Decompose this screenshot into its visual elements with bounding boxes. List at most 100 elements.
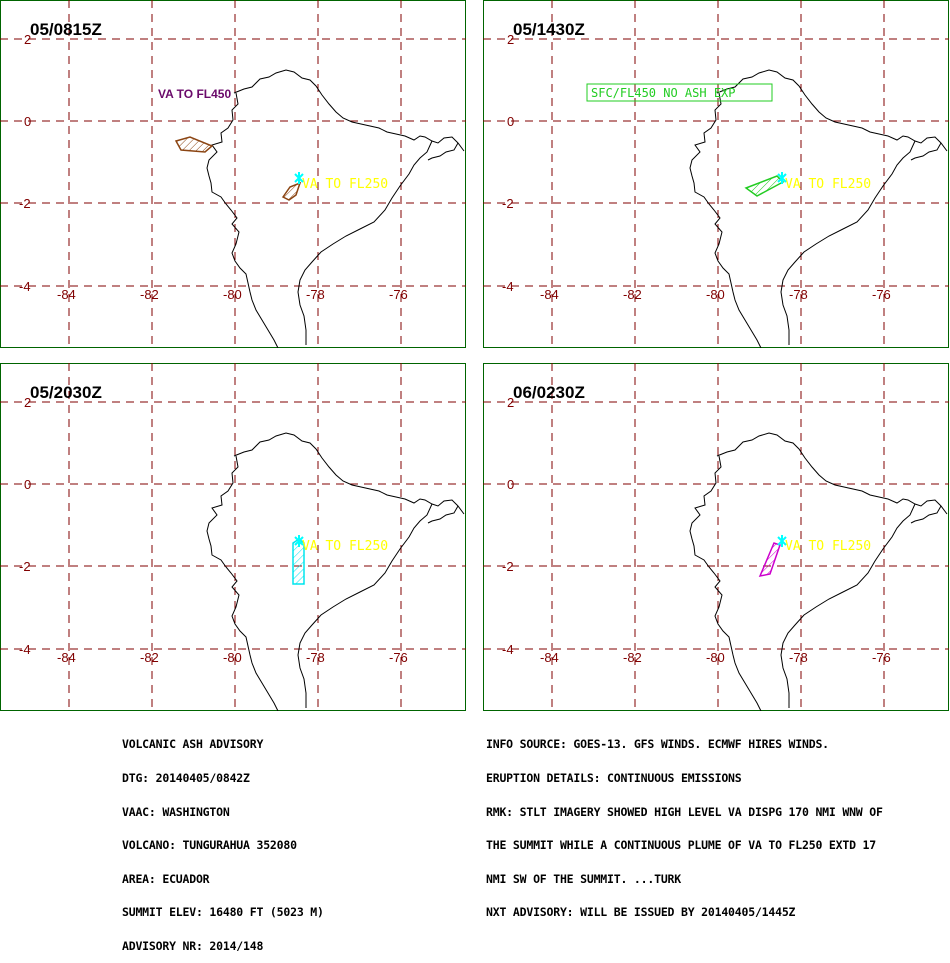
ash-plume-area [758,542,781,578]
map-panel-1430z: -84 -82 -80 -78 -76 2 0 -2 -4 05/1430Z SFC/FL450 N… [483,0,949,348]
latitude-label: 2 [24,32,31,47]
map-panel-0815z: -84 -82 -80 -78 -76 2 0 -2 -4 05/0815Z VA TO FL450… [0,0,466,348]
latitude-label: -2 [19,559,31,574]
remark-line: NXT ADVISORY: WILL BE ISSUED BY 20140405… [486,905,796,920]
high-level-ash-area [174,136,214,153]
map-frame [0,363,466,711]
forecast-time-label: 06/0230Z [513,383,585,402]
country-border-east [910,142,942,161]
advisory-remarks: INFO SOURCE: GOES-13. GFS WINDS. ECMWF H… [486,717,883,930]
ash-plume-area [281,181,302,201]
latitude-label: -4 [502,642,514,657]
coastline-west [689,92,762,348]
ash-level-label: VA TO FL250 [785,177,871,192]
ash-level-label: VA TO FL250 [302,177,388,192]
longitude-label: -84 [57,287,76,302]
map-svg: -84 -82 -80 -78 -76 2 0 -2 -4 05/2030Z VA TO FL250 [0,363,466,711]
latitude-label: 0 [507,477,514,492]
coastline-west [206,92,279,348]
coastline [206,432,465,711]
latitude-label: -2 [502,559,514,574]
country-border-east [910,505,942,524]
latitude-label: 2 [507,395,514,410]
advisory-line: VAAC: WASHINGTON [122,804,230,819]
longitude-label: -80 [223,287,242,302]
no-ash-label-box [586,83,773,102]
ash-level-label: VA TO FL450 [158,87,231,101]
map-svg: -84 -82 -80 -78 -76 2 0 -2 -4 06/0230Z VA TO FL250 [483,363,949,711]
map-frame [483,0,949,348]
longitude-label: -76 [872,650,891,665]
remark-line: THE SUMMIT WHILE A CONTINUOUS PLUME OF V… [486,838,876,853]
map-panel-2030z: -84 -82 -80 -78 -76 2 0 -2 -4 05/2030Z VA TO FL250 [0,363,466,711]
volcano-marker-icon [294,535,304,547]
longitude-label: -82 [140,650,159,665]
longitude-label: -78 [789,287,808,302]
longitude-label: -78 [789,650,808,665]
advisory-line: ADVISORY NR: 2014/148 [122,938,264,953]
latitude-label: 0 [24,114,31,129]
map-frame [483,363,949,711]
volcano-marker-icon [777,535,787,547]
longitude-label: -78 [306,650,325,665]
latitude-label: -4 [502,279,514,294]
coastline [689,432,948,711]
latitude-label: -2 [502,196,514,211]
longitude-label: -76 [872,287,891,302]
latitude-label: 0 [507,114,514,129]
longitude-label: -76 [389,287,408,302]
longitude-label: -84 [540,287,559,302]
longitude-label: -82 [140,287,159,302]
coastline [206,69,465,348]
remark-line: ERUPTION DETAILS: CONTINUOUS EMISSIONS [486,771,742,785]
graticule [483,363,949,711]
map-svg: -84 -82 -80 -78 -76 2 0 -2 -4 05/1430Z SFC/FL450 N… [483,0,949,348]
country-border [780,140,916,345]
latitude-label: 0 [24,477,31,492]
forecast-time-label: 05/2030Z [30,383,102,402]
longitude-label: -76 [389,650,408,665]
remark-line: RMK: STLT IMAGERY SHOWED HIGH LEVEL VA D… [486,804,883,819]
longitude-label: -80 [223,650,242,665]
country-border-east [427,505,459,524]
map-panel-0230z: -84 -82 -80 -78 -76 2 0 -2 -4 06/0230Z VA TO FL250 [483,363,949,711]
longitude-label: -80 [706,650,725,665]
forecast-time-label: 05/1430Z [513,20,585,39]
map-frame [0,0,466,348]
advisory-header: VOLCANIC ASH ADVISORY DTG: 20140405/0842… [122,717,324,963]
country-border [780,503,916,708]
longitude-label: -82 [623,650,642,665]
latitude-label: -4 [19,642,31,657]
longitude-label: -78 [306,287,325,302]
country-border [297,140,433,345]
graticule [0,363,466,711]
longitude-label: -84 [540,650,559,665]
latitude-label: 2 [507,32,514,47]
longitude-label: -80 [706,287,725,302]
latitude-label: 2 [24,395,31,410]
ash-level-label: VA TO FL250 [785,539,871,554]
advisory-line: VOLCANO: TUNGURAHUA 352080 [122,838,297,853]
longitude-label: -82 [623,287,642,302]
country-border [297,503,433,708]
map-svg: -84 -82 -80 -78 -76 2 0 -2 -4 05/0815Z VA TO FL450… [0,0,466,348]
longitude-label: -84 [57,650,76,665]
graticule [0,0,466,348]
advisory-line: VOLCANIC ASH ADVISORY [122,737,264,752]
country-border-east [427,142,459,161]
ash-level-label: VA TO FL250 [302,539,388,554]
advisory-line: SUMMIT ELEV: 16480 FT (5023 M) [122,905,324,920]
advisory-line: DTG: 20140405/0842Z [122,771,250,785]
remark-line: INFO SOURCE: GOES-13. GFS WINDS. ECMWF H… [486,737,829,752]
coastline-west [206,455,279,711]
graticule [483,0,949,348]
remark-line: NMI SW OF THE SUMMIT. ...TURK [486,871,681,886]
advisory-line: AREA: ECUADOR [122,871,210,886]
coastline-west [689,455,762,711]
latitude-label: -4 [19,279,31,294]
coastline [689,69,948,348]
volcano-marker-icon [777,172,787,184]
no-ash-label: SFC/FL450 NO ASH EXP [591,86,736,100]
latitude-label: -2 [19,196,31,211]
forecast-time-label: 05/0815Z [30,20,102,39]
